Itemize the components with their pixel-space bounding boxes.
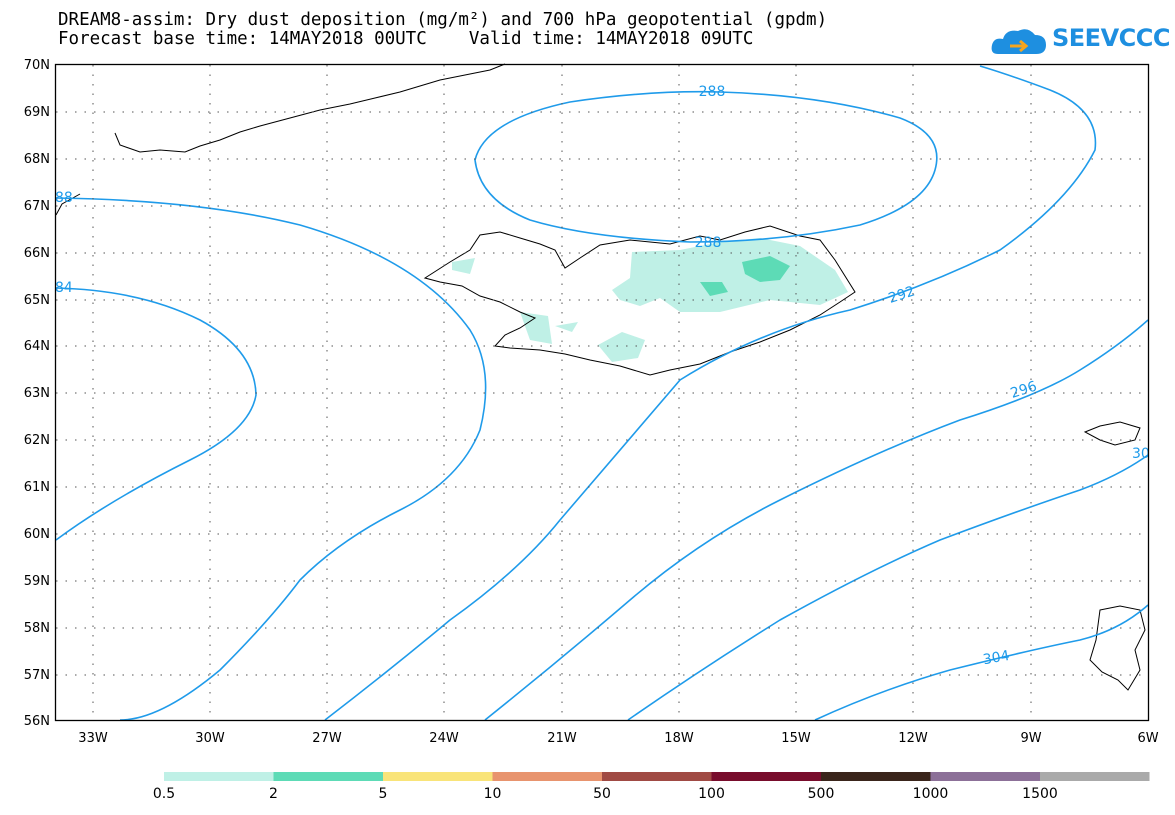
lon-tick-label: 24W (429, 731, 459, 746)
grid (56, 65, 1148, 720)
title-line-1: DREAM8-assim: Dry dust deposition (mg/m²… (58, 10, 828, 30)
legend-swatch-9 (1040, 772, 1150, 781)
legend-swatch-5 (602, 772, 712, 781)
dust-deposition-moderate (700, 256, 790, 296)
lat-tick-label: 59N (24, 574, 50, 589)
lat-tick-label: 60N (24, 527, 50, 542)
color-legend: 0.5 2 5 10 50 100 500 1000 1500 (153, 772, 1150, 802)
legend-swatch-1 (164, 772, 274, 781)
lat-tick-label: 69N (24, 105, 50, 120)
logo (991, 29, 1046, 54)
legend-label: 1500 (1022, 786, 1058, 802)
legend-swatch-8 (930, 772, 1040, 781)
lat-tick-label: 66N (24, 246, 50, 261)
legend-label: 5 (379, 786, 388, 802)
legend-label: 50 (593, 786, 611, 802)
lon-tick-label: 9W (1020, 731, 1041, 746)
lon-tick-label: 15W (781, 731, 811, 746)
longitude-labels: 33W 30W 27W 24W 21W 18W 15W 12W 9W 6W (78, 731, 1158, 746)
lat-tick-label: 70N (24, 58, 50, 73)
lon-tick-label: 21W (547, 731, 577, 746)
lat-tick-label: 62N (24, 433, 50, 448)
contour-label: 84 (55, 280, 73, 296)
latitude-labels: 70N 69N 68N 67N 66N 65N 64N 63N 62N 61N … (24, 58, 50, 729)
legend-label: 0.5 (153, 786, 175, 802)
contour-label: 30 (1132, 446, 1150, 462)
dust-deposition-light (452, 238, 848, 362)
legend-swatch-4 (492, 772, 602, 781)
lat-tick-label: 68N (24, 152, 50, 167)
lon-tick-label: 33W (78, 731, 108, 746)
title-line-2: Forecast base time: 14MAY2018 00UTC Vali… (58, 29, 754, 49)
lat-tick-label: 64N (24, 339, 50, 354)
geopotential-contours (55, 65, 1149, 721)
legend-label: 100 (698, 786, 725, 802)
legend-swatch-7 (821, 772, 931, 781)
contour-label: 88 (55, 190, 73, 206)
contour-label: 296 (1009, 378, 1039, 402)
lon-tick-label: 12W (898, 731, 928, 746)
plot-frame (54, 63, 1150, 722)
lat-tick-label: 61N (24, 480, 50, 495)
lon-tick-label: 6W (1137, 731, 1158, 746)
lon-tick-label: 27W (312, 731, 342, 746)
logo-text: SEEVCCC (1052, 24, 1171, 52)
cloud-icon (991, 29, 1046, 54)
legend-label: 1000 (913, 786, 949, 802)
lat-tick-label: 63N (24, 386, 50, 401)
legend-label: 10 (484, 786, 502, 802)
legend-swatch-3 (383, 772, 493, 781)
contour-label: 304 (982, 648, 1011, 668)
lon-tick-label: 18W (664, 731, 694, 746)
legend-label: 500 (808, 786, 835, 802)
contour-labels: 288 288 292 296 304 88 84 30 (55, 84, 1150, 668)
lat-tick-label: 58N (24, 621, 50, 636)
legend-label: 2 (269, 786, 278, 802)
contour-label: 288 (695, 235, 722, 251)
legend-swatch-6 (711, 772, 821, 781)
contour-label: 288 (699, 84, 726, 100)
legend-swatch-2 (273, 772, 383, 781)
lat-tick-label: 67N (24, 199, 50, 214)
contour-label: 292 (887, 283, 917, 306)
lat-tick-label: 56N (24, 714, 50, 729)
lat-tick-label: 65N (24, 293, 50, 308)
lon-tick-label: 30W (195, 731, 225, 746)
coastline (55, 63, 1146, 691)
lat-tick-label: 57N (24, 668, 50, 683)
